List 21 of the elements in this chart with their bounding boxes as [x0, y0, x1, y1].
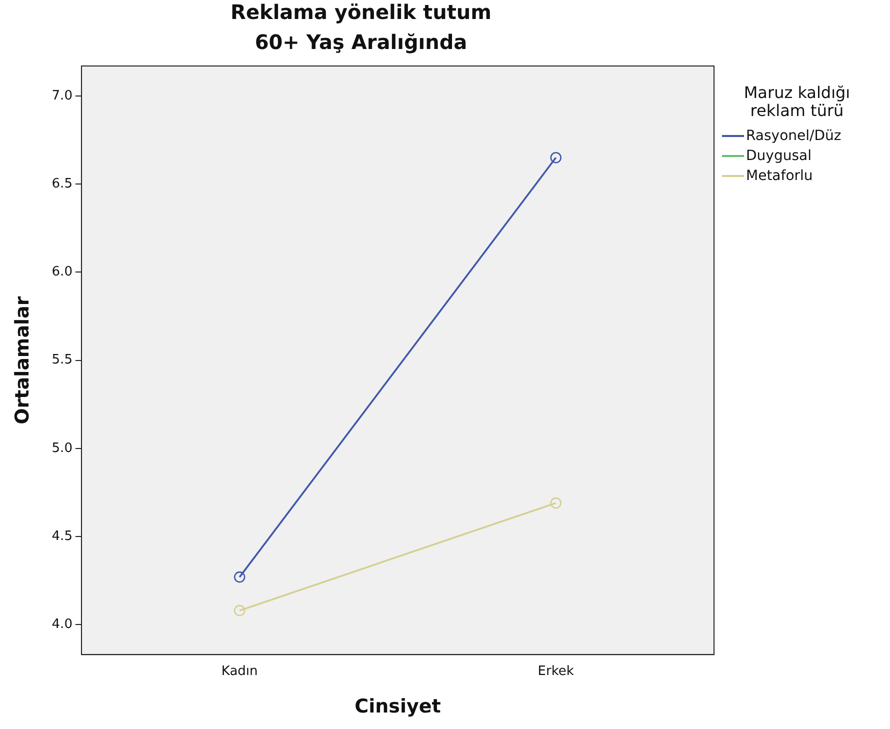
y-tick-label: 5.5 — [52, 352, 72, 368]
x-tick-label: Kadın — [221, 664, 258, 679]
legend-label: Metaforlu — [746, 168, 813, 184]
point — [550, 497, 562, 509]
legend-title: Maruz kaldığı reklam türü — [742, 83, 852, 120]
y-tick-label: 4.5 — [52, 528, 72, 544]
y-tick-label: 5.0 — [52, 440, 72, 456]
chart-title: Reklama yönelik tutum — [230, 0, 492, 24]
y-axis-title: Ortalamalar — [11, 296, 34, 424]
y-tick-label: 6.0 — [52, 264, 72, 280]
point — [234, 604, 246, 616]
y-tick-label: 4.0 — [52, 617, 72, 632]
legend-label: Duygusal — [746, 148, 812, 164]
point — [550, 152, 562, 164]
y-tick-label: 6.5 — [52, 176, 72, 192]
y-tick-label: 7.0 — [52, 88, 72, 104]
point — [234, 571, 246, 583]
x-axis-title: Cinsiyet — [354, 696, 441, 718]
chart-subtitle: 60+ Yaş Aralığında — [254, 30, 468, 54]
legend-label: Rasyonel/Düz — [746, 128, 842, 144]
x-tick-label: Erkek — [538, 664, 574, 679]
